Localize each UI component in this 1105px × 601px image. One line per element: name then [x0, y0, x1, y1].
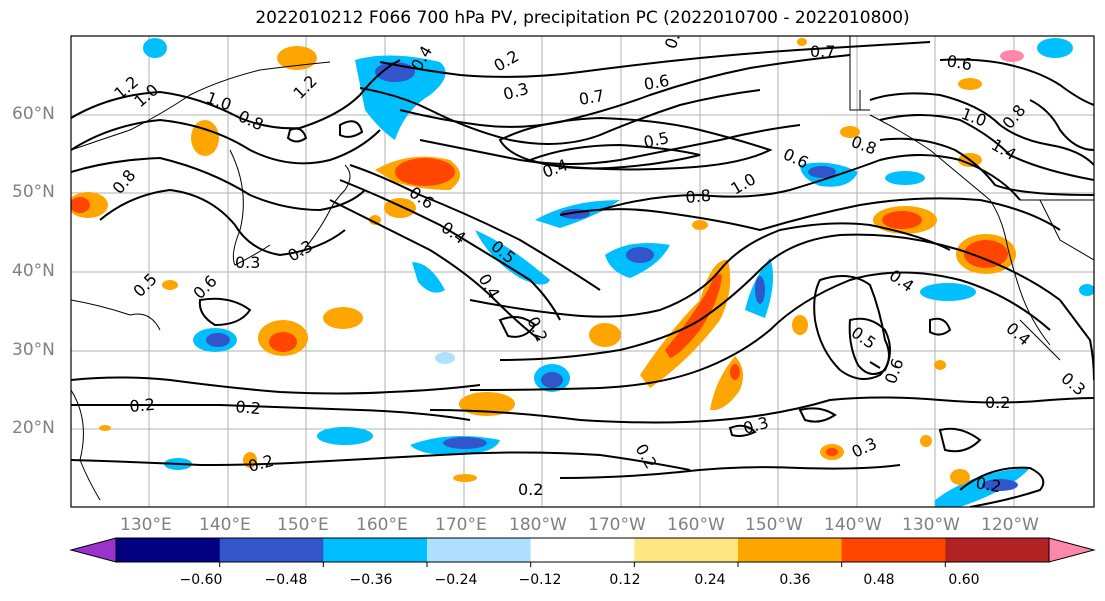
colorbar-tick-label: 0.36: [779, 572, 811, 588]
colorbar-cell: [427, 538, 532, 562]
colorbar: [69, 537, 1096, 567]
negative-precip-shading: [143, 38, 1094, 507]
lat-label: 20°N: [12, 418, 55, 438]
lon-label: 130°E: [120, 515, 172, 535]
pv-contours: [71, 41, 1094, 507]
colorbar-tick-label: 0.48: [863, 572, 895, 588]
colorbar-tick-label: −0.12: [518, 572, 562, 588]
contour-label: 0.2: [985, 393, 1010, 412]
colorbar-tick-label: −0.24: [434, 572, 478, 588]
lon-label: 160°W: [667, 515, 725, 535]
lon-label: 170°E: [435, 515, 487, 535]
contour-label: 0.2: [235, 397, 262, 418]
lat-label: 50°N: [12, 182, 55, 202]
contour-label: 0.8: [685, 186, 712, 207]
contour-label: 0.2: [518, 480, 543, 499]
colorbar-tick-label: −0.48: [264, 572, 308, 588]
lon-label: 180°W: [509, 515, 567, 535]
colorbar-cell: [219, 538, 324, 562]
colorbar-tick-label: −0.60: [179, 572, 223, 588]
lon-label: 160°E: [356, 515, 408, 535]
map-frame: [70, 35, 1095, 508]
map-title: 2022010212 F066 700 hPa PV, precipitatio…: [255, 8, 910, 28]
contour-label: 0.2: [974, 473, 1002, 496]
contour-label: 0.7: [810, 42, 835, 61]
lon-label: 120°W: [981, 515, 1039, 535]
colorbar-cell: [530, 538, 635, 562]
colorbar-cell: [738, 538, 843, 562]
lon-label: 140°E: [199, 515, 251, 535]
colorbar-tick-label: −0.36: [349, 572, 393, 588]
lon-label: 150°E: [277, 515, 329, 535]
contour-label: 0.3: [235, 253, 260, 272]
colorbar-cell: [634, 538, 739, 562]
lon-label: 170°W: [588, 515, 646, 535]
colorbar-cell: [841, 538, 946, 562]
lon-label: 130°W: [902, 515, 960, 535]
contour-label: 0.2: [129, 395, 156, 416]
contour-label: 0.6: [945, 51, 973, 74]
colorbar-tick-label: 0.12: [609, 572, 641, 588]
colorbar-cell: [116, 538, 221, 562]
lat-label: 40°N: [12, 261, 55, 281]
colorbar-tick-label: 0.60: [948, 572, 980, 588]
positive-precip-shading: [71, 38, 1024, 485]
contour-label: 0.5: [642, 128, 671, 152]
contour-label: 0.6: [642, 71, 670, 94]
lat-label: 30°N: [12, 340, 55, 360]
colorbar-tick-label: 0.24: [694, 572, 726, 588]
contour-label: 0.7: [577, 86, 605, 109]
colorbar-cell: [945, 538, 1050, 562]
colorbar-cell: [323, 538, 428, 562]
lat-label: 60°N: [12, 104, 55, 124]
lon-label: 140°W: [824, 515, 882, 535]
lon-label: 150°W: [745, 515, 803, 535]
